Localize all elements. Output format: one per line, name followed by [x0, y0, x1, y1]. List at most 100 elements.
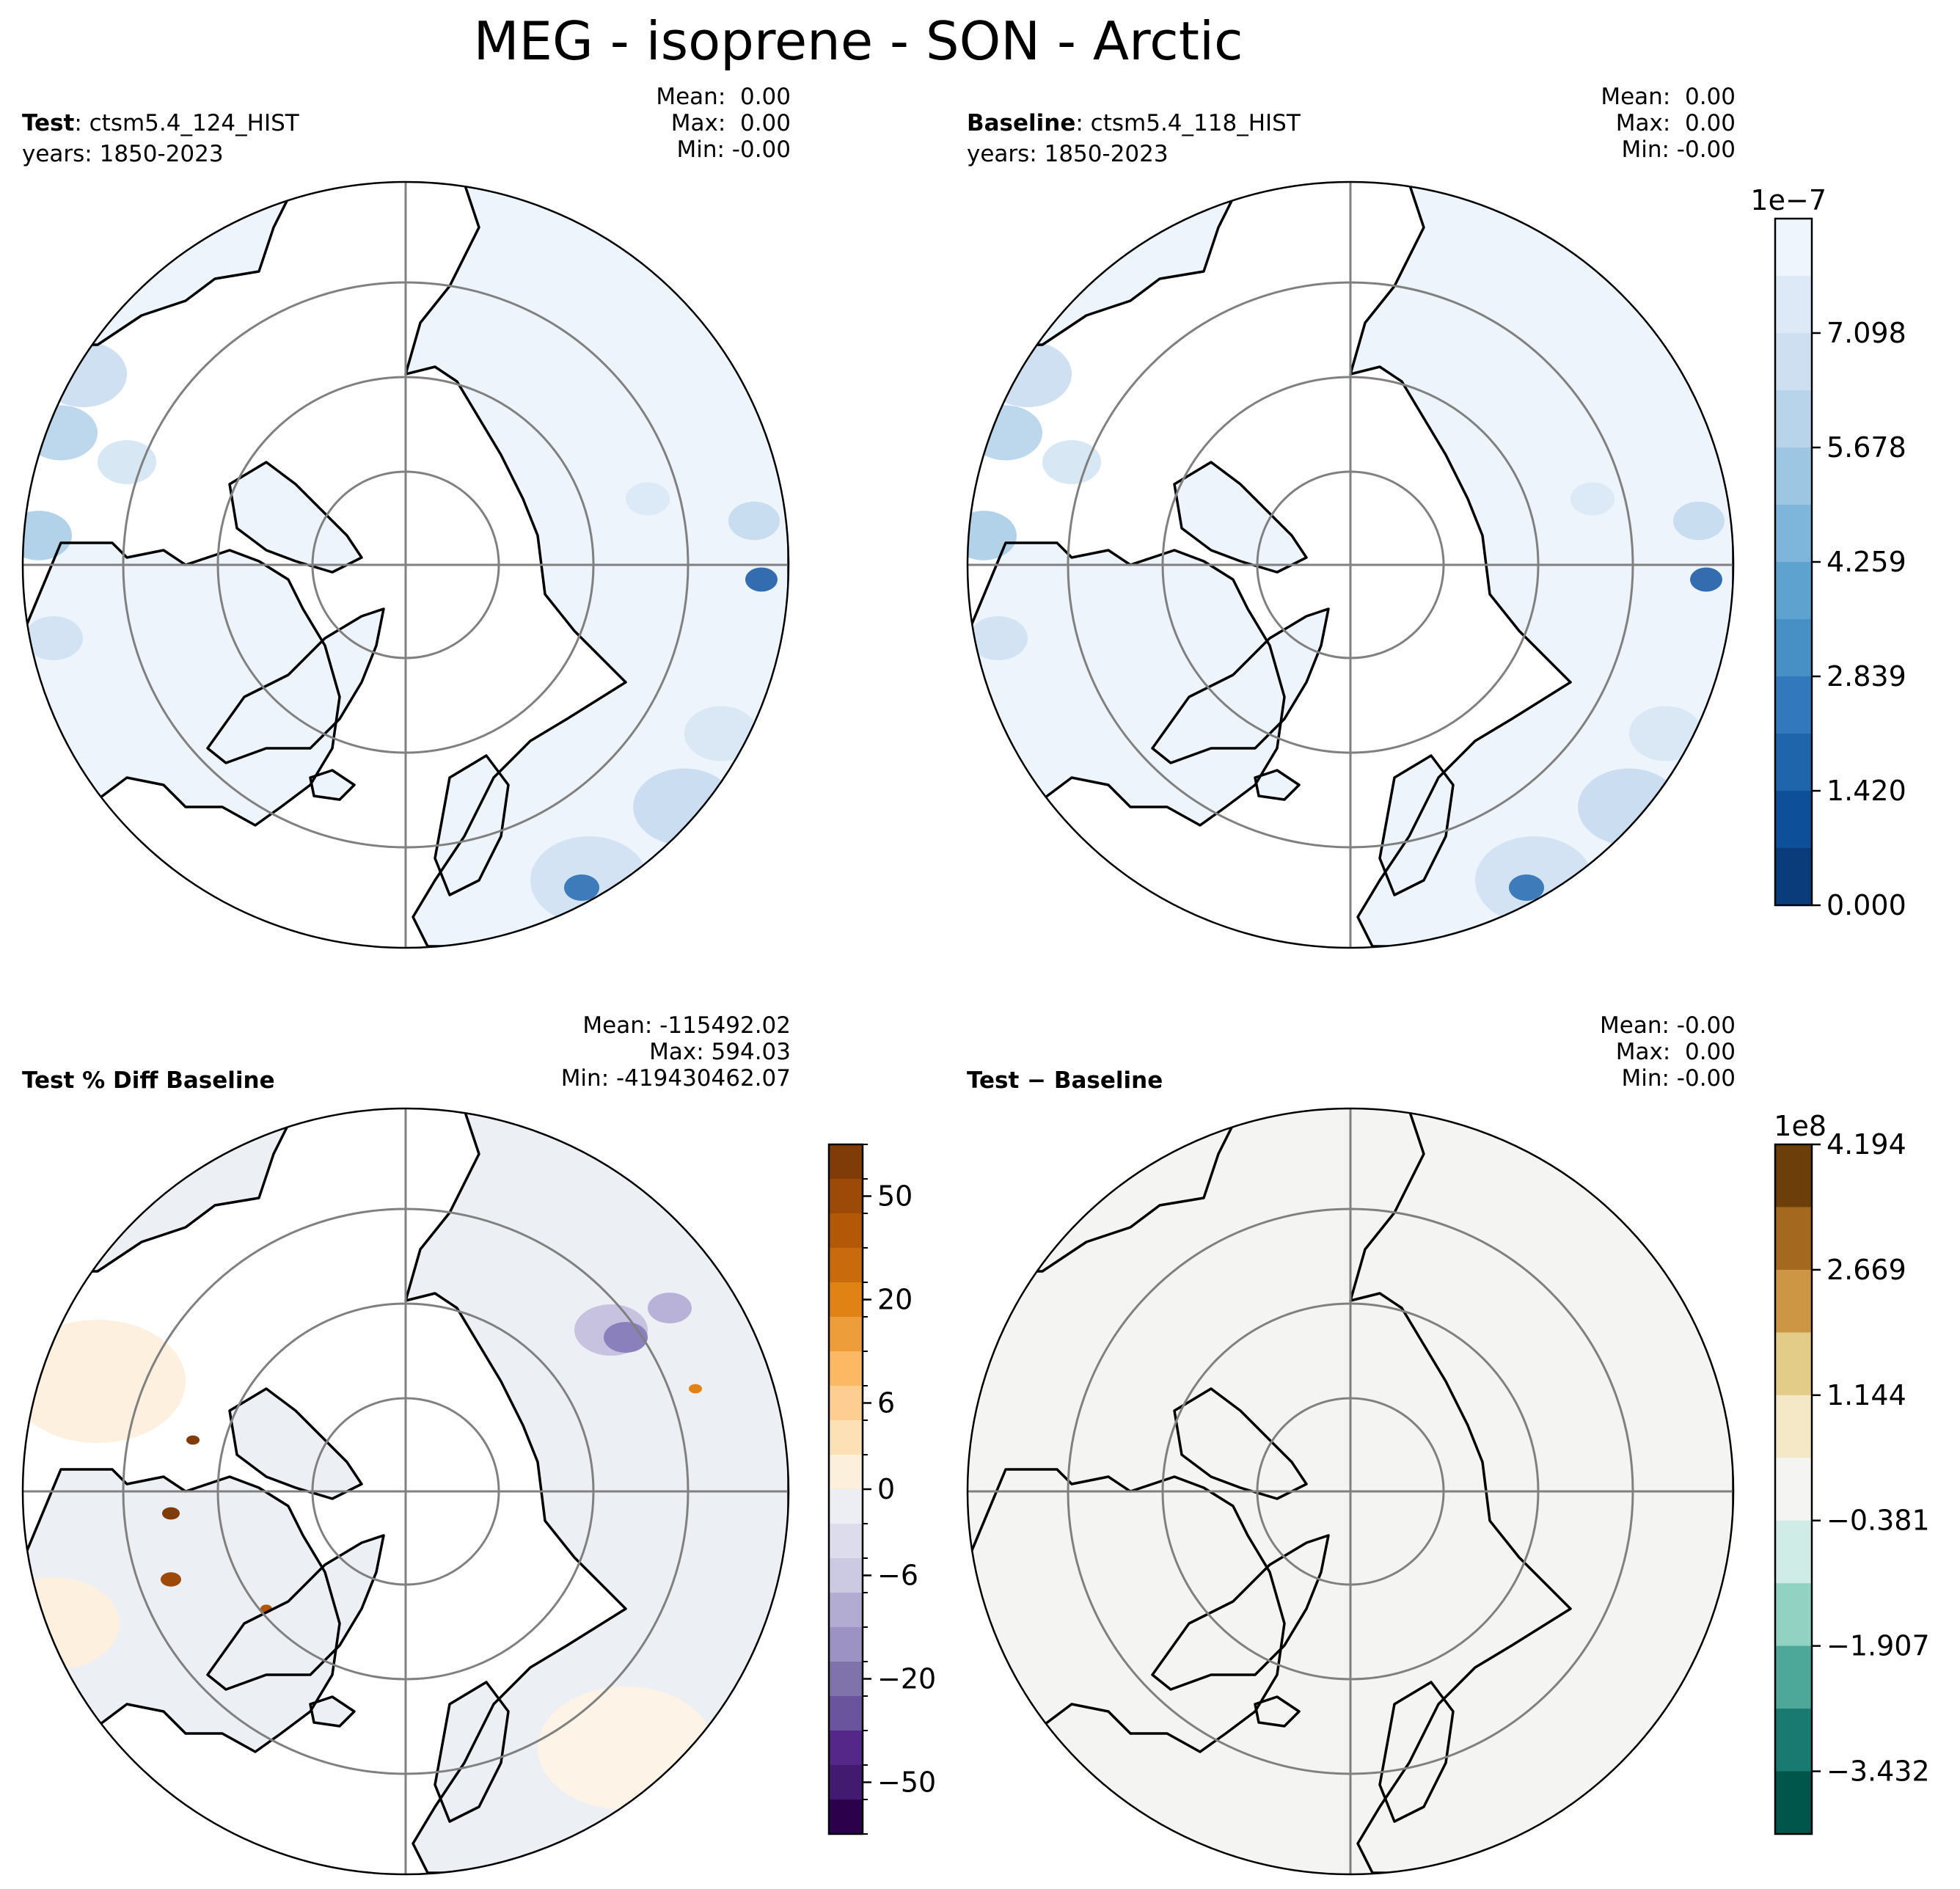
- colorbar-segment: [1775, 1771, 1812, 1835]
- colorbar-segment: [1775, 1395, 1812, 1458]
- colorbar-tick-label: 2.839: [1826, 660, 1906, 693]
- field-blob: [1682, 315, 1723, 346]
- colorbar-tick-label: 6: [877, 1387, 895, 1420]
- landmass-northAmerica: [24, 543, 340, 825]
- field-blob: [39, 341, 127, 407]
- colorbar-exponent: 1e8: [1774, 1110, 1826, 1142]
- colorbar-segment: [1775, 1269, 1812, 1333]
- colorbar-tick-label: 1.144: [1826, 1379, 1906, 1411]
- colorbar-segment: [1775, 333, 1812, 391]
- panel-test-years: years: 1850-2023: [22, 141, 224, 167]
- field-blob: [984, 341, 1072, 407]
- colorbar-segment: [829, 1627, 863, 1662]
- colorbar-segment: [1775, 219, 1812, 277]
- colorbar-tick-label: −0.381: [1826, 1505, 1930, 1537]
- map-boundary: [966, 1107, 1735, 1876]
- colorbar-segment: [1775, 562, 1812, 620]
- map-boundary: [21, 180, 790, 949]
- colorbar-segment: [829, 1144, 863, 1180]
- coastline-scandinavia: [434, 754, 510, 896]
- colorbar-tick-label: −50: [877, 1766, 936, 1799]
- coastline-iceland: [1254, 1695, 1301, 1728]
- field-blob: [728, 501, 780, 541]
- colorbar-tick-label: −1.907: [1826, 1630, 1930, 1662]
- field-blob: [162, 1507, 180, 1520]
- colorbar-segment: [829, 1558, 863, 1593]
- field-blob: [24, 616, 83, 660]
- coastline-scandinavia: [434, 1681, 510, 1823]
- field-blob: [1690, 567, 1722, 592]
- map-boundary: [21, 1107, 790, 1876]
- map-clip-group: [968, 1108, 1733, 1874]
- coastline-greenland: [206, 607, 385, 764]
- panel-pctdiff-label: Test % Diff Baseline: [22, 1067, 275, 1094]
- colorbar-segment: [829, 1179, 863, 1214]
- landmass-greenland: [1152, 609, 1328, 763]
- coastline-archipelago: [1173, 1387, 1308, 1500]
- colorbar-segment: [1775, 676, 1812, 734]
- graticule: [968, 182, 1733, 948]
- panel-test-label: Test: ctsm5.4_124_HIST: [22, 110, 299, 136]
- field-blob: [24, 405, 98, 461]
- coastline-iceland: [309, 1695, 356, 1728]
- colorbar-segment: [829, 1248, 863, 1283]
- field-blob: [1570, 482, 1615, 516]
- colorbar-difference: 4.194 2.669 1.144 −0.381 −1.907 −3.432 1e8: [1774, 1110, 1930, 1835]
- coastline-archipelago: [1173, 461, 1308, 574]
- field-blob: [186, 1435, 200, 1445]
- colorbar-frame: [1774, 1143, 1813, 1835]
- colorbar-tick-label: 5.678: [1826, 431, 1906, 464]
- colorbar-segment: [1775, 447, 1812, 505]
- colorbar-tick-label: 4.194: [1826, 1128, 1906, 1161]
- landmass-archipelago: [1174, 1389, 1306, 1499]
- landmass-archipelago: [230, 1389, 362, 1499]
- panel-diff-stats: Mean: -0.00 Max: 0.00 Min: -0.00: [1600, 1012, 1736, 1092]
- coastline-greenland: [1151, 1534, 1330, 1691]
- colorbar-segment: [829, 1351, 863, 1386]
- landmass-scandinavia: [1380, 756, 1453, 895]
- colorbar-tick-label: −3.432: [1826, 1755, 1930, 1788]
- coastline-greenland: [1151, 607, 1330, 764]
- colorbar-segment: [1775, 1520, 1812, 1584]
- figure-title: MEG - isoprene - SON - Arctic: [473, 10, 1243, 72]
- panel-diff-label: Test − Baseline: [967, 1067, 1163, 1094]
- landmass-greenland: [208, 1535, 384, 1689]
- graticule: [23, 182, 789, 948]
- map-clip-group: [23, 182, 789, 948]
- field-blob: [538, 1687, 714, 1810]
- field-blob: [98, 440, 156, 484]
- field-blob: [1662, 261, 1728, 311]
- panel-test-stats: Mean: 0.00 Max: 0.00 Min: -0.00: [656, 84, 791, 163]
- colorbar-tick-label: 20: [877, 1284, 913, 1316]
- colorbar-segment: [1775, 848, 1812, 906]
- field-blob: [633, 768, 736, 846]
- colorbar-segment: [1775, 1207, 1812, 1271]
- colorbar-segment: [829, 1282, 863, 1318]
- colorbar-segment: [829, 1800, 863, 1835]
- coastline-archipelago: [228, 461, 363, 574]
- colorbar-segment: [829, 1386, 863, 1421]
- field-blob: [564, 874, 599, 901]
- colorbar-segment: [829, 1731, 863, 1766]
- colorbar-segment: [829, 1593, 863, 1628]
- field-blob: [737, 315, 778, 346]
- colorbar-segment: [1775, 734, 1812, 792]
- colorbar-segment: [1775, 1645, 1812, 1709]
- field-blob: [1629, 706, 1703, 761]
- panel-baseline-years: years: 1850-2023: [967, 141, 1169, 167]
- landmass-scandinavia: [1380, 1682, 1453, 1822]
- colorbar-segment: [829, 1489, 863, 1524]
- colorbar-segment: [829, 1420, 863, 1455]
- field-blob: [648, 1293, 692, 1323]
- colorbar-tick-label: −20: [877, 1663, 936, 1695]
- landmass-archipelago: [1174, 462, 1306, 572]
- map-baseline: [966, 180, 1735, 949]
- landmass-greenland: [1152, 1535, 1328, 1689]
- panel-pctdiff-stats: Mean: -115492.02 Max: 594.03 Min: -4194304…: [560, 1012, 791, 1092]
- colorbar-tick-label: −6: [877, 1560, 918, 1592]
- colorbar-tick-label: 0: [877, 1473, 895, 1505]
- map-boundary: [966, 180, 1735, 949]
- colorbar-exponent: 1e−7: [1750, 184, 1826, 216]
- field-blob: [1673, 501, 1725, 541]
